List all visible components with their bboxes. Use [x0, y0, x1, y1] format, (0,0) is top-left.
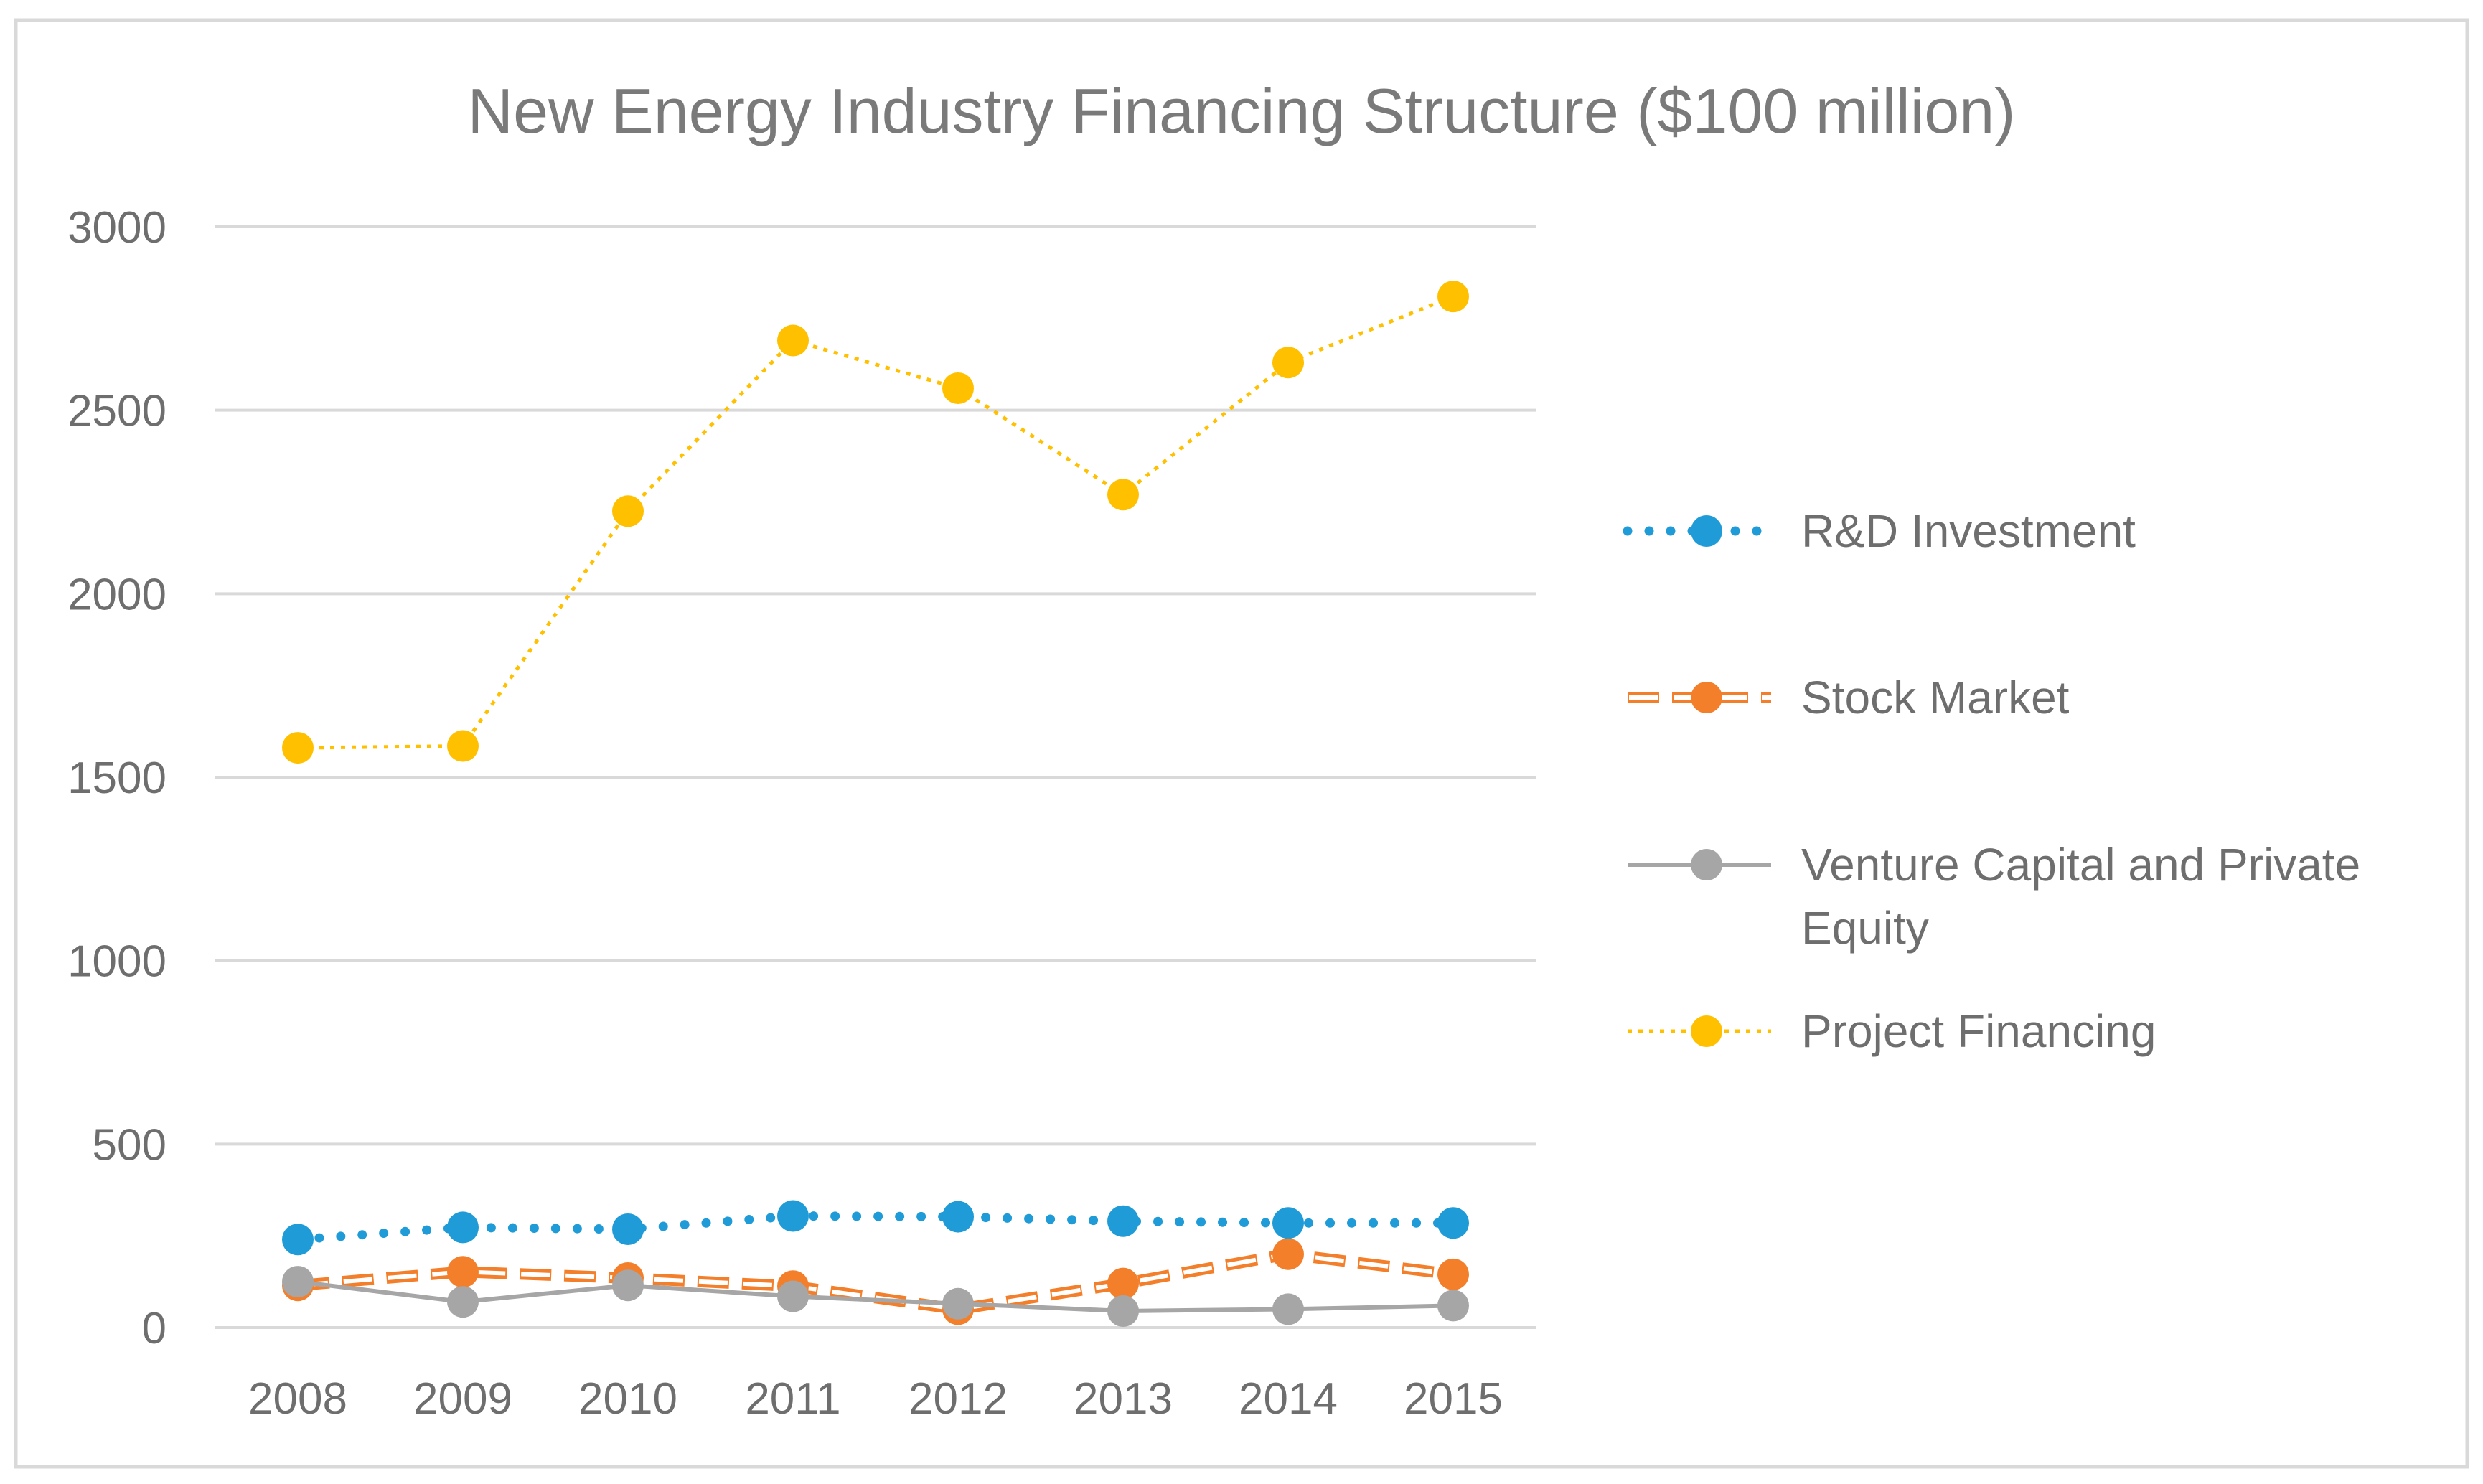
x-tick-label: 2015: [1404, 1374, 1503, 1424]
legend-marker: [1691, 682, 1722, 713]
x-tick-label: 2011: [745, 1374, 840, 1424]
y-tick-label: 1000: [67, 937, 166, 987]
y-tick-label: 3000: [67, 203, 166, 253]
data-point-project-financing: [777, 325, 809, 357]
data-point-stock-market: [1437, 1259, 1469, 1290]
legend-label: Equity: [1801, 902, 1929, 954]
data-point-venture-capital-and-private-equity: [1107, 1295, 1139, 1327]
line-chart: New Energy Industry Financing Structure …: [0, 0, 2483, 1484]
data-point-venture-capital-and-private-equity: [777, 1281, 809, 1312]
legend-marker: [1691, 515, 1722, 547]
data-point-project-financing: [282, 732, 314, 764]
legend-marker: [1691, 1015, 1722, 1047]
chart-title: New Energy Industry Financing Structure …: [468, 75, 2016, 146]
data-point-venture-capital-and-private-equity: [447, 1286, 479, 1318]
data-point-project-financing: [1437, 281, 1469, 312]
data-point-stock-market: [447, 1256, 479, 1287]
data-point-venture-capital-and-private-equity: [282, 1266, 314, 1297]
data-point-venture-capital-and-private-equity: [1272, 1293, 1304, 1325]
legend-label: Venture Capital and Private: [1801, 839, 2360, 891]
data-point-venture-capital-and-private-equity: [612, 1269, 644, 1301]
data-point-randd-investment: [942, 1201, 974, 1233]
y-tick-label: 1500: [67, 753, 166, 803]
y-tick-label: 0: [142, 1304, 166, 1353]
data-point-project-financing: [447, 731, 479, 762]
legend-label: R&D Investment: [1801, 505, 2136, 557]
data-point-venture-capital-and-private-equity: [942, 1288, 974, 1320]
data-point-randd-investment: [612, 1213, 644, 1245]
x-tick-label: 2014: [1239, 1374, 1338, 1424]
data-point-randd-investment: [1272, 1207, 1304, 1239]
data-point-stock-market: [1107, 1268, 1139, 1300]
chart-area: New Energy Industry Financing Structure …: [0, 0, 2483, 1484]
legend-marker: [1691, 849, 1722, 880]
legend-label: Stock Market: [1801, 672, 2070, 723]
data-point-randd-investment: [777, 1201, 809, 1232]
y-tick-label: 2500: [67, 387, 166, 436]
data-point-project-financing: [1107, 479, 1139, 510]
data-point-randd-investment: [1107, 1206, 1139, 1237]
x-tick-label: 2009: [413, 1374, 512, 1424]
data-point-randd-investment: [447, 1211, 479, 1243]
x-tick-label: 2012: [909, 1374, 1008, 1424]
y-tick-label: 500: [93, 1120, 166, 1170]
data-point-randd-investment: [282, 1224, 314, 1255]
x-tick-label: 2008: [248, 1374, 347, 1424]
x-tick-label: 2010: [578, 1374, 677, 1424]
data-point-randd-investment: [1437, 1207, 1469, 1239]
data-point-project-financing: [612, 495, 644, 527]
data-point-project-financing: [942, 372, 974, 404]
x-tick-label: 2013: [1074, 1374, 1173, 1424]
data-point-project-financing: [1272, 347, 1304, 378]
y-tick-label: 2000: [67, 570, 166, 619]
data-point-stock-market: [1272, 1239, 1304, 1270]
data-point-venture-capital-and-private-equity: [1437, 1290, 1469, 1321]
legend-label: Project Financing: [1801, 1005, 2156, 1057]
